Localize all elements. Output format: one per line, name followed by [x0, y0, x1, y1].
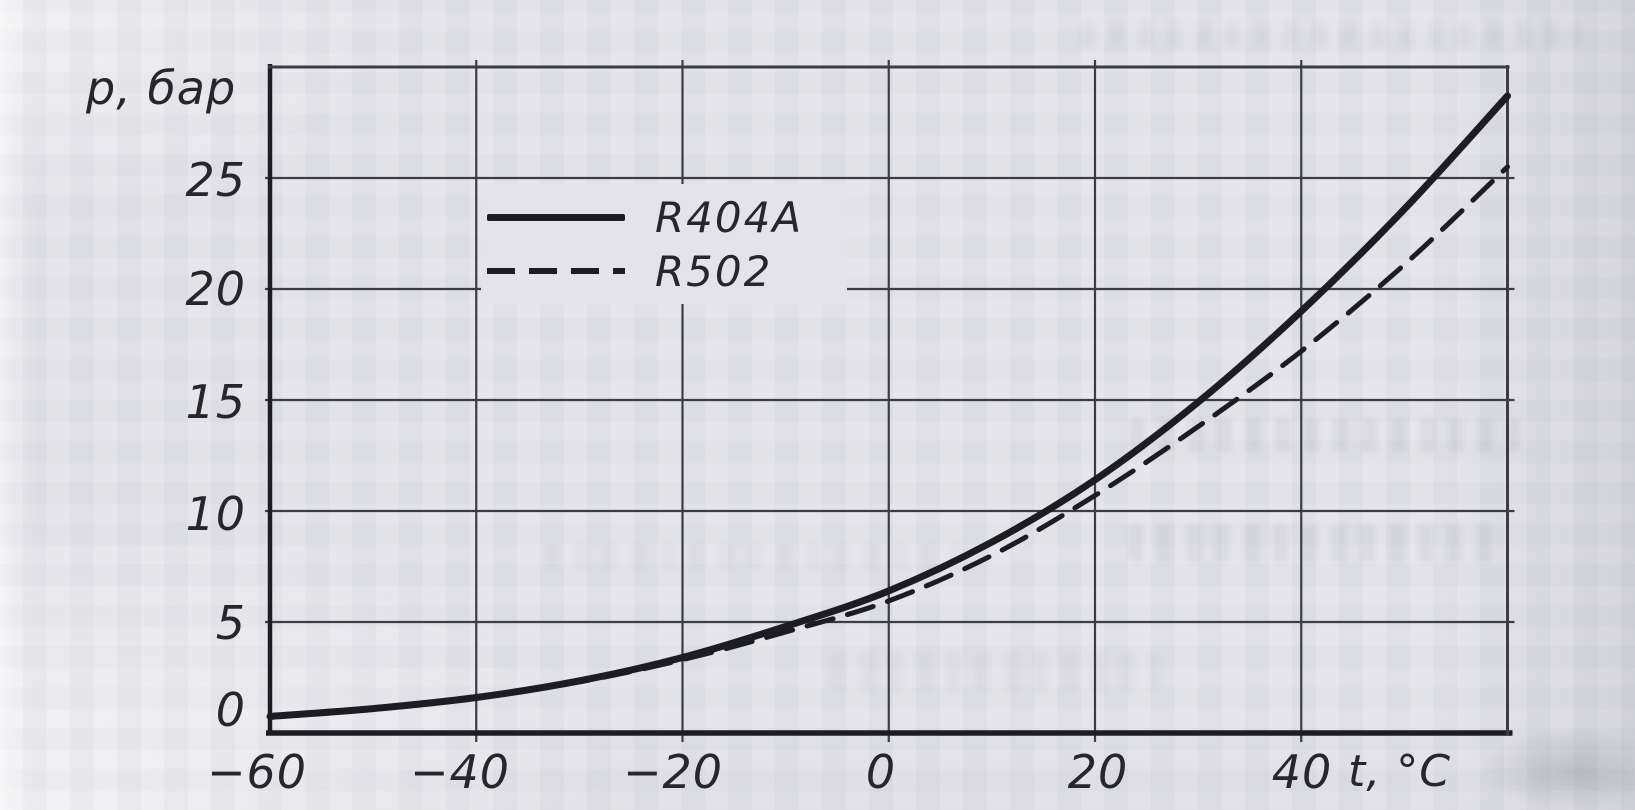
legend-item-r404a: R404A [487, 192, 847, 242]
x-tick-label-40: 40 [1271, 745, 1333, 799]
dashed-line-swatch [487, 268, 625, 274]
legend-label: R404A [655, 192, 804, 242]
y-tick-label-25: 25 [185, 153, 246, 207]
x-tick-label-20: 20 [1067, 745, 1129, 799]
x-tick-label-m20: −20 [622, 745, 724, 799]
y-tick-label-15: 15 [185, 375, 246, 429]
solid-line-swatch [487, 213, 625, 221]
y-tick-label-20: 20 [185, 262, 246, 316]
y-tick-label-0: 0 [215, 683, 246, 737]
y-tick-label-5: 5 [215, 596, 246, 650]
legend-item-r502: R502 [487, 246, 847, 296]
y-axis-label: p, бар [86, 61, 237, 115]
x-tick-label-m60: −60 [206, 745, 308, 799]
x-tick-label-0: 0 [865, 745, 897, 799]
chart-legend: R404A R502 [481, 184, 847, 304]
y-tick-label-10: 10 [185, 487, 246, 541]
x-tick-label-m40: −40 [409, 745, 511, 799]
legend-label: R502 [655, 246, 773, 296]
